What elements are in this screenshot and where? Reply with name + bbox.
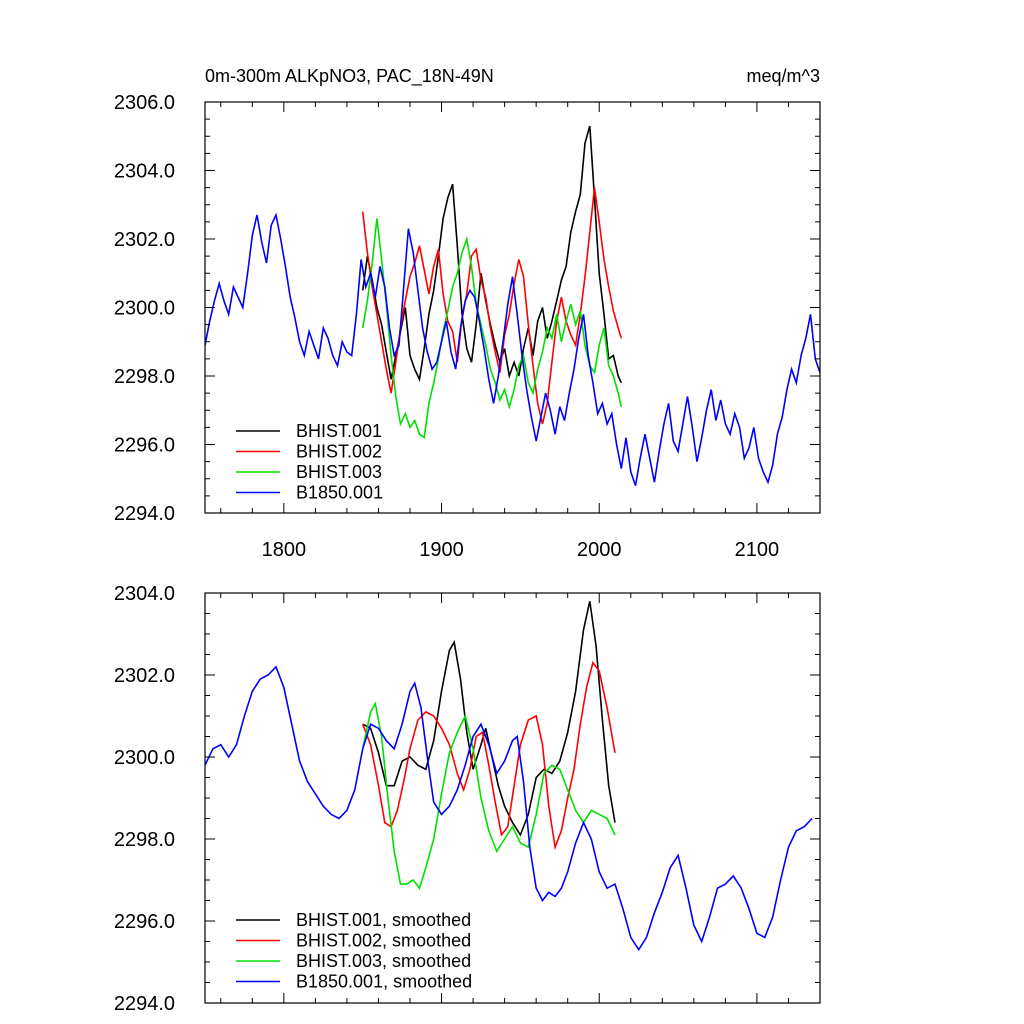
- bottom-y-tick-label: 2300.0: [114, 747, 175, 769]
- bottom-legend-label: BHIST.002, smoothed: [296, 931, 471, 951]
- top-y-tick-label: 2306.0: [114, 92, 175, 114]
- bottom-legend-label: BHIST.003, smoothed: [296, 951, 471, 971]
- top-legend-label: B1850.001: [296, 483, 383, 503]
- top-y-tick-label: 2294.0: [114, 503, 175, 525]
- top-y-tick-label: 2300.0: [114, 298, 175, 320]
- top-legend-label: BHIST.002: [296, 442, 382, 462]
- top-series-line-4: [205, 212, 820, 486]
- top-legend-label: BHIST.003: [296, 462, 382, 482]
- bottom-chart-marks: 2294.0 2296.0 2298.0 2300.0 2302.0 2304.0 BHIS…: [114, 583, 821, 1015]
- top-y-tick-label: 2296.0: [114, 435, 175, 457]
- top-y-tick-label: 2302.0: [114, 229, 175, 251]
- top-chart-units: meq/m^3: [747, 66, 820, 86]
- bottom-y-tick-label: 2302.0: [114, 665, 175, 687]
- bottom-series-line-2: [361, 660, 616, 851]
- top-chart-title: 0m-300m ALKpNO3, PAC_18N-49N: [205, 66, 494, 87]
- bottom-series-line-3: [361, 701, 616, 890]
- top-y-tick-label: 2304.0: [114, 161, 175, 183]
- top-legend-label: BHIST.001: [296, 421, 382, 441]
- top-x-tick-label: 1900: [419, 539, 464, 561]
- top-x-tick-label: 2100: [735, 539, 780, 561]
- top-chart-panel: 0m-300m ALKpNO3, PAC_18N-49N meq/m^3 229…: [114, 66, 821, 561]
- bottom-y-tick-label: 2304.0: [114, 583, 175, 605]
- bottom-series-line-1: [362, 601, 616, 837]
- bottom-y-tick-label: 2296.0: [114, 911, 175, 933]
- bottom-chart-panel: 2294.0 2296.0 2298.0 2300.0 2302.0 2304.0 BHIS…: [114, 583, 821, 1015]
- bottom-series-line-4: [205, 665, 813, 952]
- bottom-y-tick-label: 2298.0: [114, 829, 175, 851]
- top-y-tick-label: 2298.0: [114, 366, 175, 388]
- bottom-legend-label: B1850.001, smoothed: [296, 972, 472, 992]
- top-chart-marks: 2294.0 2296.0 2298.0 2300.0 2302.0 2304.0 2306…: [114, 92, 821, 561]
- top-x-tick-label: 2000: [577, 539, 622, 561]
- bottom-legend-label: BHIST.001, smoothed: [296, 910, 471, 930]
- top-x-tick-label: 1800: [262, 539, 307, 561]
- bottom-y-tick-label: 2294.0: [114, 993, 175, 1015]
- top-series-line-1: [361, 125, 623, 384]
- top-series-line-3: [361, 218, 623, 440]
- top-series-line-2: [361, 187, 623, 425]
